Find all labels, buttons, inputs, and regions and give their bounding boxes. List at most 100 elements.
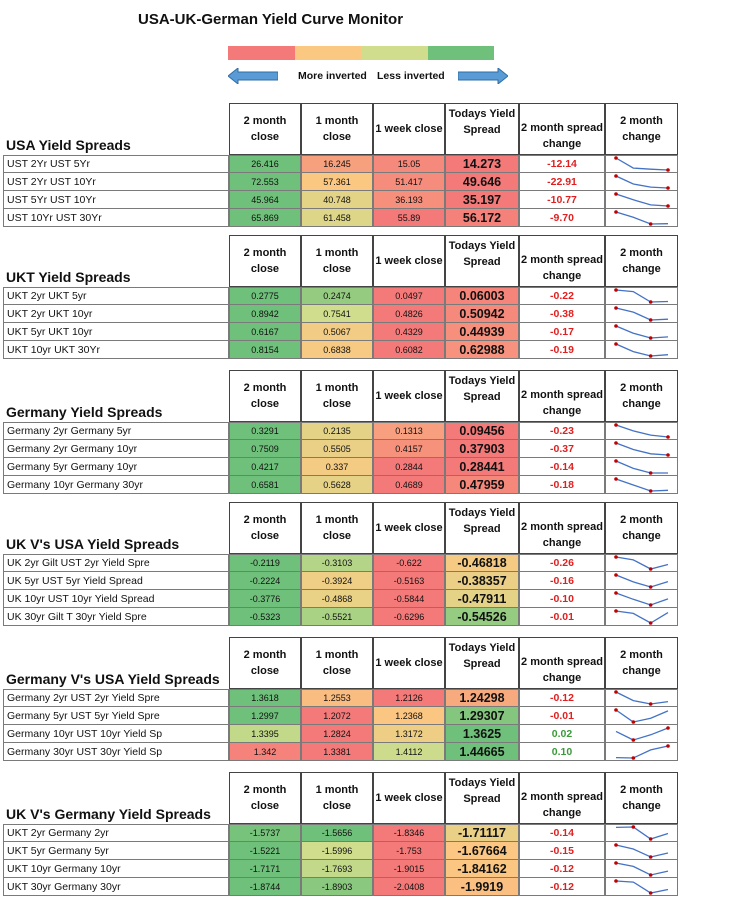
spread-change-value: -0.15: [519, 842, 605, 860]
section-title: Germany Yield Spreads: [6, 404, 163, 420]
one-week-close: 1.2126: [373, 689, 445, 707]
col-header-2-month-change: 2 month change: [605, 103, 678, 155]
section-title: UKT Yield Spreads: [6, 269, 131, 285]
one-month-close: -0.3103: [301, 554, 373, 572]
todays-yield-spread-text: -1.67664: [457, 843, 507, 858]
legend-less-inverted: Less inverted: [377, 70, 445, 82]
sparkline-line: [615, 744, 668, 759]
todays-yield-spread: -0.46818: [445, 554, 519, 572]
one-month-close: 1.2553: [301, 689, 373, 707]
sparkline-line: [615, 441, 668, 456]
sparkline-high-marker: [613, 341, 618, 346]
one-week-close: -0.622: [373, 554, 445, 572]
todays-yield-spread-text: 0.37903: [459, 441, 505, 456]
sparkline-line: [615, 477, 668, 492]
spread-name: UKT 2yr Germany 2yr: [3, 824, 229, 842]
spread-name: UKT 5yr UKT 10yr: [3, 323, 229, 341]
page-title: USA-UK-German Yield Curve Monitor: [138, 11, 404, 28]
one-month-close-text: -0.4868: [321, 593, 353, 604]
sparkline-high-marker: [613, 842, 618, 847]
one-month-close-text: 1.2553: [323, 693, 351, 703]
one-week-close: 15.05: [373, 155, 445, 173]
col-header-2-month-change: 2 month change: [605, 772, 678, 824]
sparkline-line: [615, 726, 668, 741]
header-label: 2 month spread change: [521, 656, 603, 684]
one-month-close-text: 0.5505: [323, 443, 351, 454]
sparkline-low-marker: [648, 488, 652, 493]
sparkline-low-marker: [648, 854, 652, 859]
sparkline-chart: [615, 725, 670, 742]
header-label: Todays Yield Spread: [448, 507, 516, 535]
two-month-close: 1.2997: [229, 707, 301, 725]
todays-yield-spread: 1.24298: [445, 689, 519, 707]
sparkline-high-marker: [613, 590, 618, 595]
one-week-close: 1.2368: [373, 707, 445, 725]
sparkline-high-marker: [613, 288, 618, 292]
todays-yield-spread: 14.273: [445, 155, 519, 173]
two-month-close-text: -1.7171: [249, 863, 281, 874]
spread-change-value-text: -22.91: [547, 175, 577, 188]
sparkline-chart: [613, 707, 668, 724]
sparkline-high-marker: [613, 173, 618, 178]
table-row: UKT 2yr Germany 2yr -1.5737 -1.5656 -1.8346…: [3, 824, 679, 842]
two-month-close: 26.416: [229, 155, 301, 173]
sparkline-low-marker: [648, 317, 652, 322]
todays-yield-spread: -1.9919: [445, 878, 519, 896]
spread-change-value: -0.12: [519, 860, 605, 878]
yield-section: Germany Yield Spreads 2 month close 1 mont…: [0, 370, 752, 496]
two-month-close-text: -1.5221: [249, 845, 281, 856]
col-header-2-month-close: 2 month close: [229, 502, 301, 554]
two-month-close-text: -0.3776: [249, 593, 281, 604]
sparkline-chart: [613, 423, 670, 439]
sparkline-low-marker: [648, 300, 652, 304]
sparkline-low-marker: [648, 353, 652, 358]
one-month-close: 0.5628: [301, 476, 373, 494]
one-month-close-text: 57.361: [323, 176, 351, 187]
sparkline-chart: [613, 323, 668, 340]
todays-yield-spread-text: 14.273: [462, 157, 502, 171]
one-month-close: 0.5505: [301, 440, 373, 458]
header-label: 2 month spread change: [521, 254, 603, 282]
col-header-2-month-close: 2 month close: [229, 103, 301, 155]
sparkline-chart: [613, 878, 668, 895]
sparkline-low-marker: [648, 702, 652, 706]
header-label: 2 month change: [620, 784, 663, 812]
todays-yield-spread: -0.38357: [445, 572, 519, 590]
spread-change-value: -0.14: [519, 824, 605, 842]
col-header-2-month-spread-change: 2 month spread change: [519, 772, 605, 824]
one-week-close: -1.753: [373, 842, 445, 860]
one-month-close: 0.7541: [301, 305, 373, 323]
one-month-close: -1.7693: [301, 860, 373, 878]
header-label: 2 month change: [620, 247, 663, 275]
table-row: UK 5yr UST 5yr Yield Spread -0.2224 -0.392…: [3, 572, 679, 590]
todays-yield-spread: 0.62988: [445, 341, 519, 359]
col-header-2-month-spread-change: 2 month spread change: [519, 370, 605, 422]
sparkline-chart: [613, 476, 668, 493]
sparkline-low-marker: [648, 584, 652, 589]
header-label: 1 week close: [375, 792, 443, 804]
table-row: Germany 5yr Germany 10yr 0.4217 0.337 0.284…: [3, 458, 679, 476]
one-week-close: -1.9015: [373, 860, 445, 878]
spread-name: Germany 2yr UST 2yr Yield Spre: [3, 689, 229, 707]
col-header-todays-spread: Todays Yield Spread: [445, 502, 519, 554]
sparkline-low-marker: [648, 335, 652, 340]
spread-name: Germany 5yr Germany 10yr: [3, 458, 229, 476]
spread-change-value: -0.01: [519, 608, 605, 626]
header-label: 2 month close: [243, 514, 287, 542]
sparkline-line: [615, 324, 668, 339]
sparkline-chart: [613, 305, 668, 322]
one-week-close-text: 55.89: [397, 212, 421, 223]
sparkline-line: [615, 210, 668, 225]
todays-yield-spread: -0.54526: [445, 608, 519, 626]
two-month-close: -0.2224: [229, 572, 301, 590]
one-month-close-text: 0.7541: [323, 308, 351, 319]
sparkline-high-marker: [613, 440, 618, 445]
sparkline-high-marker: [613, 156, 618, 160]
one-month-close-text: 1.2072: [323, 710, 351, 721]
one-month-close: 1.2072: [301, 707, 373, 725]
one-month-close: 57.361: [301, 173, 373, 191]
spread-change-value-text: -0.18: [550, 478, 574, 491]
yield-section: UK V's Germany Yield Spreads 2 month clos…: [0, 772, 752, 898]
yield-section: USA Yield Spreads 2 month close 1 month cl…: [0, 103, 752, 229]
spread-name: UK 5yr UST 5yr Yield Spread: [3, 572, 229, 590]
